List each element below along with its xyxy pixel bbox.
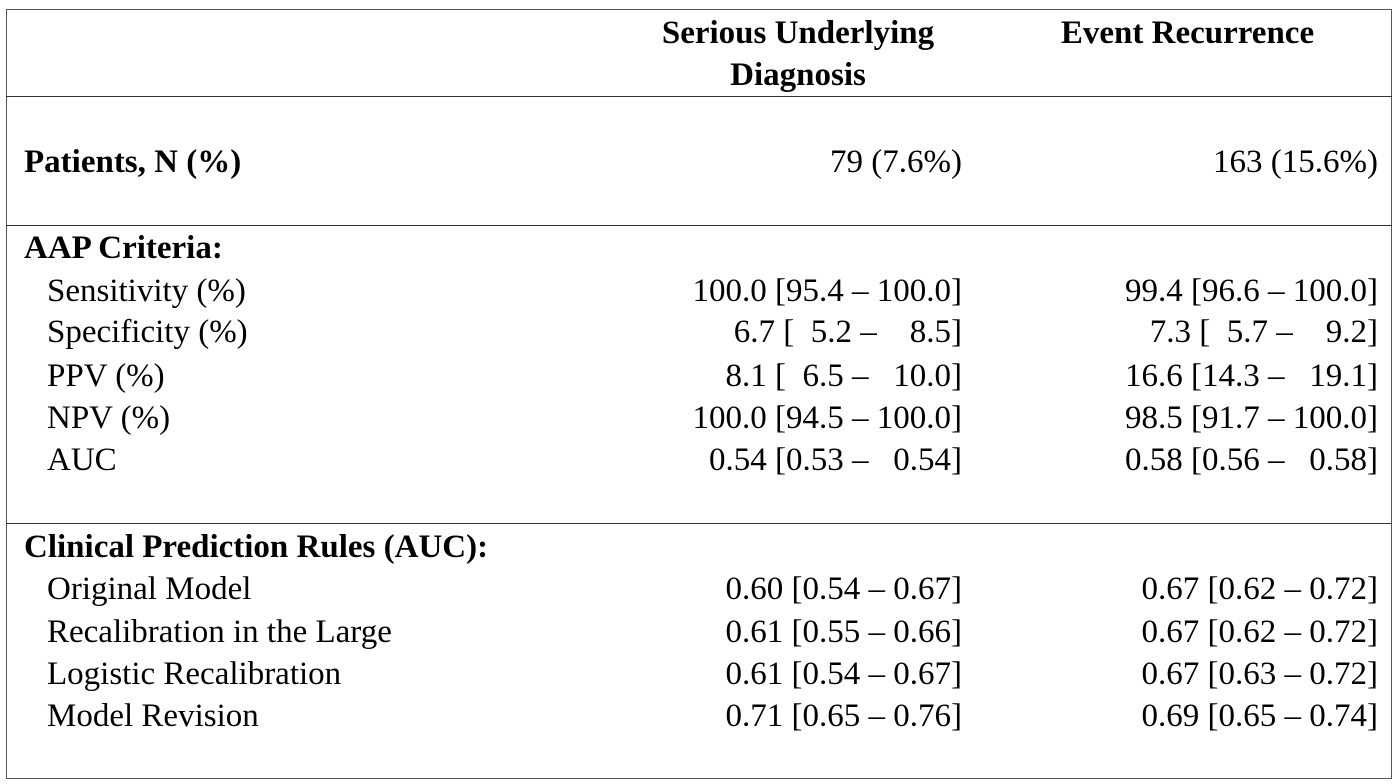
aap-row-label: NPV (%) — [47, 400, 171, 436]
aap-row-col1: 6.7 [ 5.2 – 8.5] — [733, 314, 962, 350]
cpr-row-col2: 0.69 [0.65 – 0.74] — [1141, 698, 1378, 734]
cpr-row-col2: 0.67 [0.62 – 0.72] — [1141, 614, 1378, 650]
cpr-row-label: Model Revision — [47, 698, 259, 734]
cpr-row-col1: 0.71 [0.65 – 0.76] — [725, 698, 962, 734]
column-header-serious-underlying-diagnosis: Serious Underlying Diagnosis — [661, 15, 935, 93]
aap-row-label: AUC — [47, 442, 117, 478]
header-divider — [6, 96, 1392, 97]
aap-criteria-title: AAP Criteria: — [24, 230, 223, 266]
aap-row-label: PPV (%) — [47, 358, 165, 394]
cpr-row-col2: 0.67 [0.63 – 0.72] — [1141, 656, 1378, 692]
patients-col2-value: 163 (15.6%) — [1213, 144, 1378, 180]
aap-row-col2: 99.4 [96.6 – 100.0] — [1125, 273, 1378, 309]
clinical-prediction-rules-title: Clinical Prediction Rules (AUC): — [24, 529, 489, 565]
aap-divider — [6, 523, 1392, 524]
aap-row-col1: 100.0 [95.4 – 100.0] — [692, 273, 962, 309]
column-header-event-recurrence: Event Recurrence — [1060, 15, 1315, 51]
aap-row-col1: 0.54 [0.53 – 0.54] — [709, 442, 962, 478]
cpr-row-label: Recalibration in the Large — [47, 614, 392, 650]
cpr-row-col1: 0.60 [0.54 – 0.67] — [725, 571, 962, 607]
aap-row-col2: 0.58 [0.56 – 0.58] — [1125, 442, 1378, 478]
aap-row-col2: 16.6 [14.3 – 19.1] — [1125, 358, 1378, 394]
aap-row-col1: 100.0 [94.5 – 100.0] — [692, 400, 962, 436]
cpr-row-col2: 0.67 [0.62 – 0.72] — [1141, 571, 1378, 607]
aap-row-col2: 7.3 [ 5.7 – 9.2] — [1149, 314, 1378, 350]
aap-row-label: Sensitivity (%) — [47, 273, 246, 309]
patients-divider — [6, 225, 1392, 226]
patients-col1-value: 79 (7.6%) — [830, 144, 962, 180]
cpr-row-label: Logistic Recalibration — [47, 656, 342, 692]
cpr-row-label: Original Model — [47, 571, 252, 607]
aap-row-label: Specificity (%) — [47, 314, 248, 350]
cpr-row-col1: 0.61 [0.55 – 0.66] — [725, 614, 962, 650]
table-frame — [6, 9, 1392, 779]
aap-row-col1: 8.1 [ 6.5 – 10.0] — [725, 358, 962, 394]
patients-label: Patients, N (%) — [24, 144, 242, 180]
cpr-row-col1: 0.61 [0.54 – 0.67] — [725, 656, 962, 692]
aap-row-col2: 98.5 [91.7 – 100.0] — [1125, 400, 1378, 436]
